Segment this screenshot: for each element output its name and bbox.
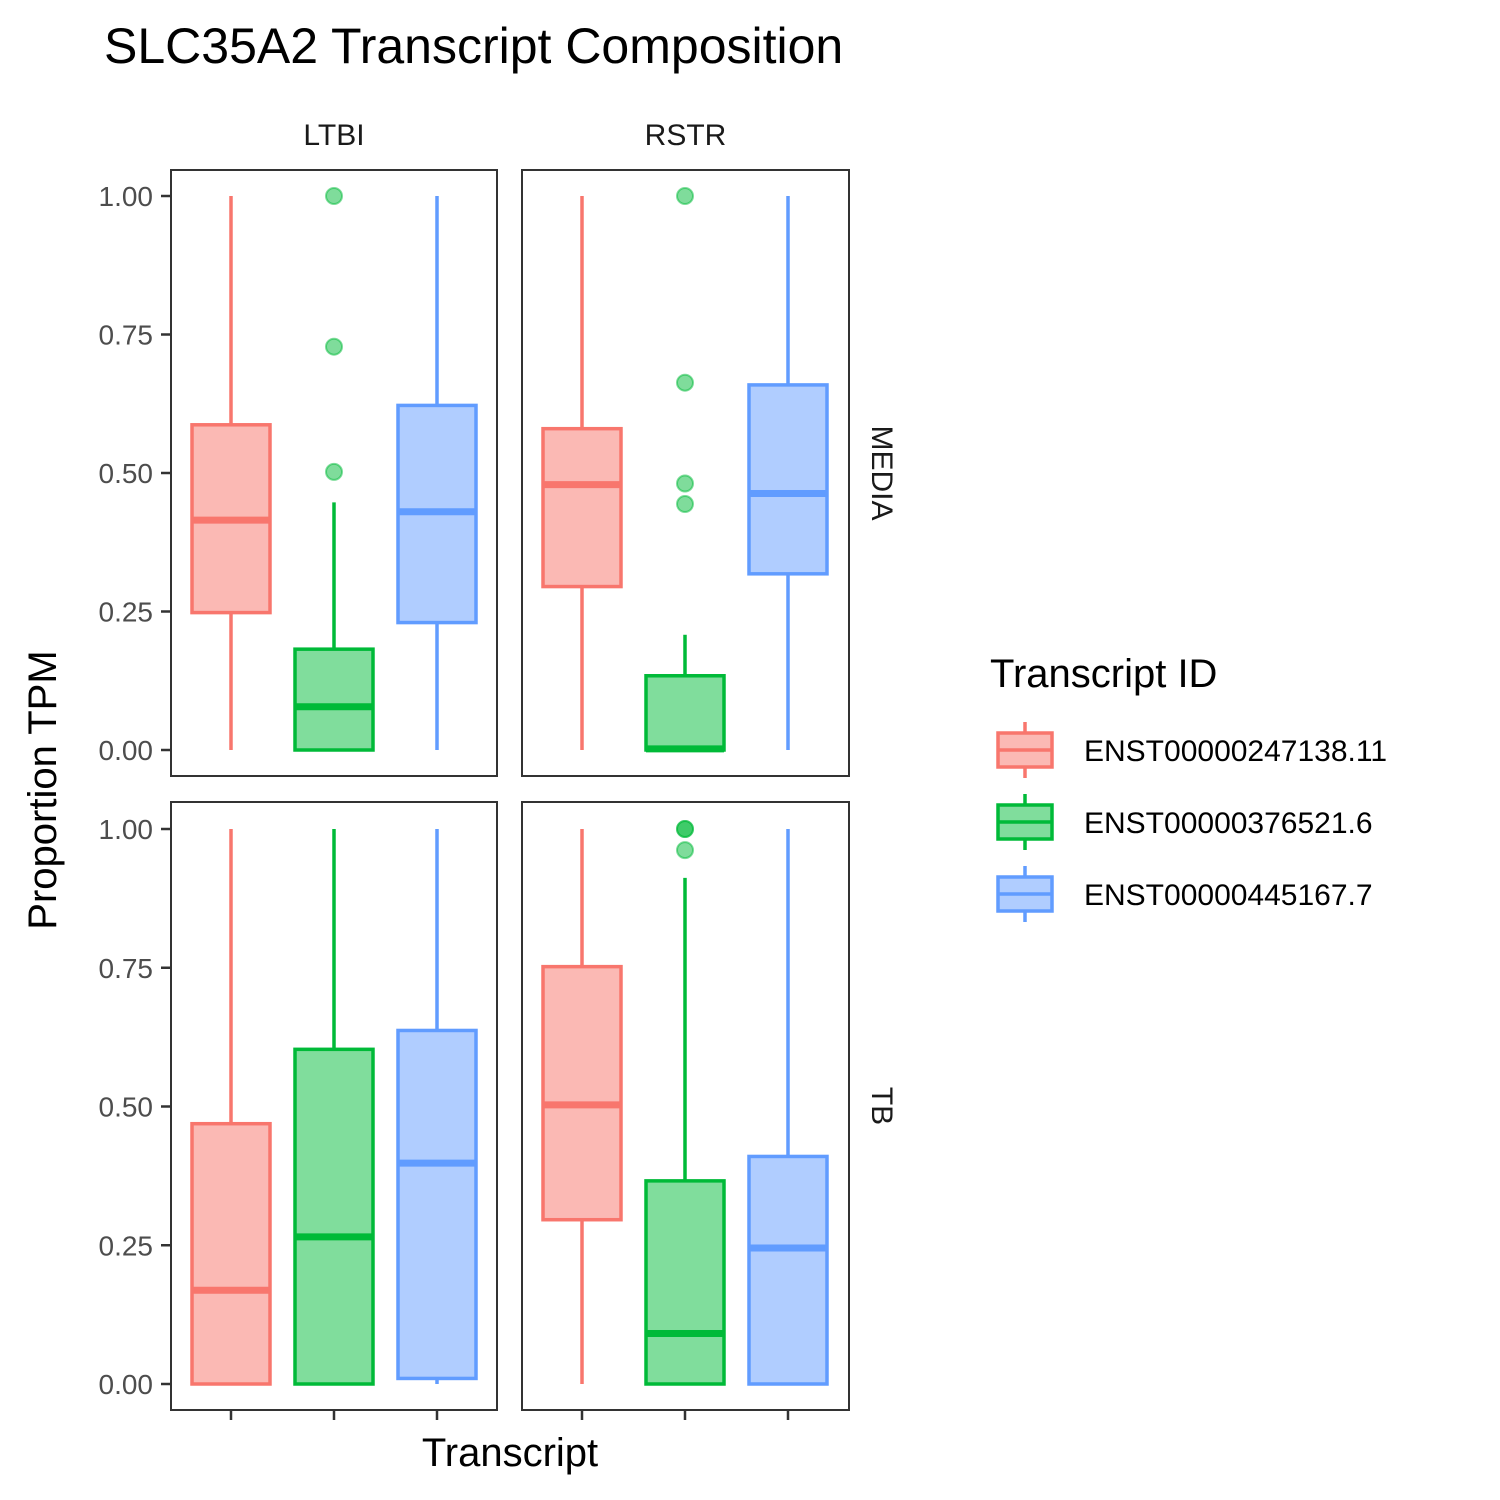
box-ENST00000376521.6	[293, 187, 375, 752]
box-ENST00000445167.7	[396, 829, 478, 1384]
facet-row-label: MEDIA	[865, 425, 898, 520]
y-tick-label: 0.00	[99, 1369, 154, 1400]
outlier-point	[325, 337, 343, 356]
y-tick-label: 1.00	[99, 814, 154, 845]
y-tick-label: 0.50	[99, 1092, 154, 1123]
outlier-point	[676, 187, 694, 205]
facet-column-label: RSTR	[645, 119, 727, 152]
box-ENST00000247138.11	[541, 196, 623, 750]
x-axis-title: Transcript	[422, 1431, 598, 1475]
panel-tb-ltbi: 0.00 0.25 0.50 0.75 1.00	[99, 801, 498, 1420]
y-axis-title: Proportion TPM	[21, 650, 65, 929]
legend-title: Transcript ID	[990, 652, 1217, 696]
outlier-point	[676, 820, 694, 838]
legend-label: ENST00000445167.7	[1084, 879, 1373, 912]
panel-media-ltbi: 0.00 0.25 0.50 0.75 1.00 LTBI	[99, 119, 498, 777]
y-tick-label: 0.25	[99, 1230, 154, 1261]
legend-item: ENST00000445167.7	[996, 866, 1373, 922]
outlier-point	[325, 187, 343, 205]
box-ENST00000445167.7	[747, 829, 829, 1386]
iqr-box	[293, 647, 375, 752]
outlier-point	[676, 841, 694, 860]
legend: Transcript ID ENST00000247138.11 ENST0000…	[990, 652, 1387, 922]
iqr-box	[747, 383, 829, 576]
iqr-box	[293, 1047, 375, 1386]
box-ENST00000445167.7	[396, 196, 478, 750]
legend-label: ENST00000376521.6	[1084, 807, 1373, 840]
facet-column-label: LTBI	[303, 119, 364, 152]
box-ENST00000247138.11	[190, 196, 272, 750]
outlier-point	[676, 474, 694, 493]
outlier-point	[676, 373, 694, 392]
y-tick-label: 1.00	[99, 181, 154, 212]
outlier-point	[325, 462, 343, 481]
chart-title: SLC35A2 Transcript Composition	[104, 18, 843, 74]
box-ENST00000247138.11	[541, 829, 623, 1384]
iqr-box	[396, 1028, 478, 1381]
iqr-box	[644, 1179, 726, 1386]
panel-tb-rstr: TB	[521, 801, 898, 1420]
facet-panels: 0.00 0.25 0.50 0.75 1.00 LTBI RSTR MEDIA 0.00 0.2…	[99, 119, 898, 1420]
box-ENST00000247138.11	[190, 829, 272, 1386]
y-tick-label: 0.75	[99, 320, 154, 351]
iqr-box	[190, 1121, 272, 1386]
box-ENST00000376521.6	[293, 829, 375, 1386]
y-tick-label: 0.50	[99, 458, 154, 489]
box-ENST00000376521.6	[644, 820, 726, 1386]
y-tick-label: 0.25	[99, 597, 154, 628]
legend-item: ENST00000376521.6	[996, 794, 1373, 850]
iqr-box	[644, 674, 726, 752]
iqr-box	[541, 426, 623, 589]
y-tick-label: 0.75	[99, 953, 154, 984]
legend-label: ENST00000247138.11	[1084, 735, 1387, 768]
box-ENST00000445167.7	[747, 196, 829, 750]
iqr-box	[541, 964, 623, 1222]
outlier-point	[676, 495, 694, 514]
iqr-box	[747, 1154, 829, 1386]
box-ENST00000376521.6	[644, 187, 726, 753]
facet-row-label: TB	[865, 1087, 898, 1125]
y-tick-label: 0.00	[99, 735, 154, 766]
panel-media-rstr: RSTR MEDIA	[521, 119, 898, 777]
legend-item: ENST00000247138.11	[996, 722, 1387, 778]
